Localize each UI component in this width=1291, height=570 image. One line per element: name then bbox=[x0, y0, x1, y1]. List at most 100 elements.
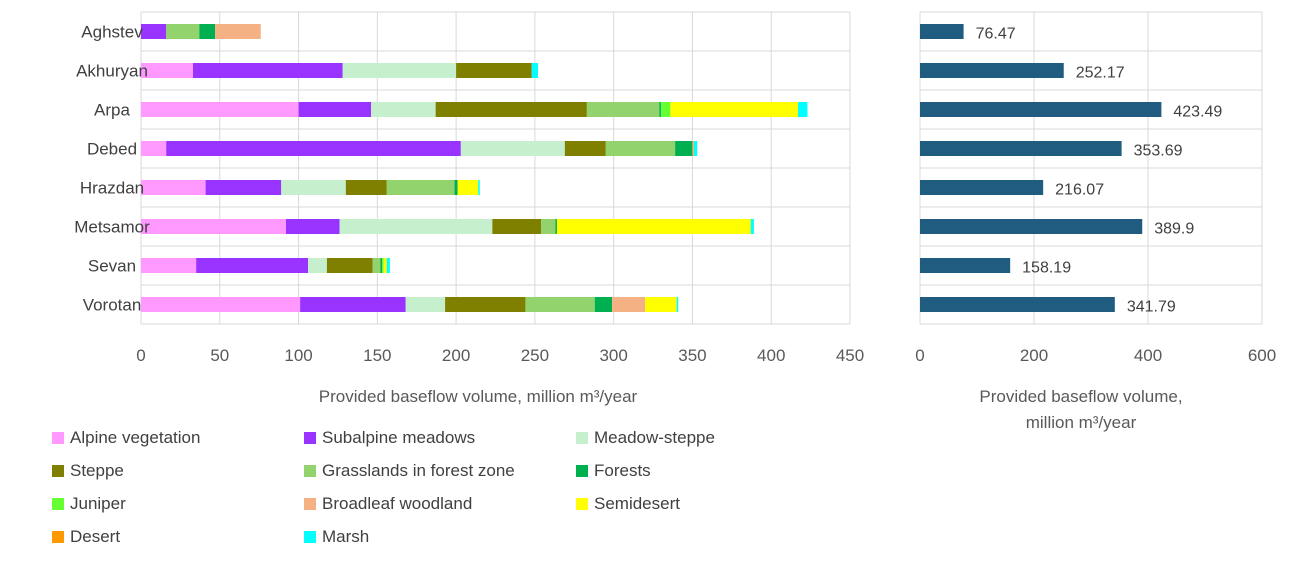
right-x-tick-label: 400 bbox=[1134, 346, 1162, 365]
bar-arpa-meadow-steppe bbox=[371, 102, 436, 117]
bar-hrazdan-alpine-vegetation bbox=[141, 180, 206, 195]
bar-sevan-meadow-steppe bbox=[308, 258, 327, 273]
legend-item-desert: Desert bbox=[52, 525, 304, 549]
total-bar-aghstev bbox=[920, 24, 964, 39]
legend-swatch bbox=[576, 432, 588, 444]
legend-swatch bbox=[52, 498, 64, 510]
bar-sevan-alpine-vegetation bbox=[141, 258, 197, 273]
chart-legend: Alpine vegetation Subalpine meadows Meadow… bbox=[52, 426, 812, 549]
legend-swatch bbox=[52, 465, 64, 477]
total-bar-metsamor bbox=[920, 219, 1143, 234]
bar-debed-broadleaf-woodland bbox=[692, 141, 695, 156]
data-label-hrazdan: 216.07 bbox=[1055, 182, 1104, 199]
bar-hrazdan-semidesert bbox=[457, 180, 479, 195]
data-label-vorotan: 341.79 bbox=[1127, 299, 1176, 316]
bar-metsamor-steppe bbox=[492, 219, 542, 234]
left-chart-x-axis-title: Provided baseflow volume, million m³/yea… bbox=[319, 387, 638, 406]
bar-vorotan-grasslands-in-forest-zone bbox=[525, 297, 595, 312]
legend-item-broadleaf-woodland: Broadleaf woodland bbox=[304, 492, 576, 516]
legend-label: Forests bbox=[594, 461, 651, 480]
data-label-arpa: 423.49 bbox=[1173, 104, 1222, 121]
left-x-tick-label: 450 bbox=[836, 346, 864, 365]
right-chart-bars bbox=[920, 24, 1162, 312]
bar-metsamor-grasslands-in-forest-zone bbox=[541, 219, 556, 234]
right-chart-data-labels: 76.47 252.17 423.49 353.69 216.07 389.9 158.19… bbox=[976, 26, 1223, 316]
left-chart-category-labels: Aghstev Akhuryan Arpa Debed Hrazdan Metsamor S… bbox=[74, 23, 150, 315]
bar-debed-forests bbox=[675, 141, 693, 156]
left-x-tick-label: 150 bbox=[363, 346, 391, 365]
bar-akhuryan-meadow-steppe bbox=[342, 63, 457, 78]
bar-hrazdan-meadow-steppe bbox=[281, 180, 346, 195]
left-chart-bars bbox=[141, 24, 808, 312]
category-label-vorotan: Vorotan bbox=[83, 296, 142, 315]
category-label-debed: Debed bbox=[87, 140, 137, 159]
legend-item-steppe: Steppe bbox=[52, 459, 304, 483]
bar-metsamor-forests bbox=[555, 219, 557, 234]
legend-label: Meadow-steppe bbox=[594, 428, 715, 447]
right-x-tick-label: 200 bbox=[1020, 346, 1048, 365]
bar-vorotan-broadleaf-woodland bbox=[612, 297, 646, 312]
left-x-tick-label: 250 bbox=[521, 346, 549, 365]
bar-hrazdan-subalpine-meadows bbox=[205, 180, 282, 195]
legend-item-subalpine-meadows: Subalpine meadows bbox=[304, 426, 576, 450]
data-label-metsamor: 389.9 bbox=[1154, 221, 1194, 238]
bar-metsamor-semidesert bbox=[556, 219, 751, 234]
bar-vorotan-alpine-vegetation bbox=[141, 297, 301, 312]
bar-vorotan-marsh bbox=[676, 297, 679, 312]
legend-swatch bbox=[304, 465, 316, 477]
data-label-debed: 353.69 bbox=[1134, 143, 1183, 160]
category-label-akhuryan: Akhuryan bbox=[76, 62, 148, 81]
bar-hrazdan-marsh bbox=[478, 180, 480, 195]
right-chart-x-ticks: 0 200 400 600 bbox=[915, 346, 1276, 365]
left-x-tick-label: 100 bbox=[284, 346, 312, 365]
bar-sevan-semidesert bbox=[383, 258, 387, 273]
category-label-hrazdan: Hrazdan bbox=[80, 179, 144, 198]
data-label-sevan: 158.19 bbox=[1022, 260, 1071, 277]
bar-sevan-steppe bbox=[326, 258, 373, 273]
right-x-tick-label: 0 bbox=[915, 346, 924, 365]
bar-hrazdan-steppe bbox=[345, 180, 387, 195]
bar-arpa-semidesert bbox=[670, 102, 799, 117]
bar-arpa-forests bbox=[659, 102, 661, 117]
category-label-sevan: Sevan bbox=[88, 257, 136, 276]
legend-item-grasslands-in-forest-zone: Grasslands in forest zone bbox=[304, 459, 576, 483]
bar-vorotan-semidesert bbox=[645, 297, 677, 312]
bar-vorotan-meadow-steppe bbox=[405, 297, 446, 312]
legend-swatch bbox=[52, 531, 64, 543]
data-label-akhuryan: 252.17 bbox=[1076, 65, 1125, 82]
bar-akhuryan-alpine-vegetation bbox=[141, 63, 193, 78]
legend-item-forests: Forests bbox=[576, 459, 796, 483]
bar-aghstev-subalpine-meadows bbox=[141, 24, 167, 39]
bar-metsamor-marsh bbox=[750, 219, 754, 234]
legend-swatch bbox=[576, 498, 588, 510]
legend-swatch bbox=[304, 531, 316, 543]
bar-sevan-juniper bbox=[382, 258, 384, 273]
category-label-arpa: Arpa bbox=[94, 101, 130, 120]
bar-debed-marsh bbox=[694, 141, 698, 156]
bar-arpa-marsh bbox=[798, 102, 808, 117]
legend-label: Alpine vegetation bbox=[70, 428, 201, 447]
bar-aghstev-broadleaf-woodland bbox=[215, 24, 261, 39]
legend-swatch bbox=[304, 432, 316, 444]
bar-debed-steppe bbox=[564, 141, 606, 156]
legend-label: Broadleaf woodland bbox=[322, 494, 473, 513]
bar-arpa-steppe bbox=[435, 102, 587, 117]
legend-label: Desert bbox=[70, 527, 121, 546]
total-bar-hrazdan bbox=[920, 180, 1044, 195]
bar-metsamor-meadow-steppe bbox=[339, 219, 493, 234]
category-label-aghstev: Aghstev bbox=[81, 23, 143, 42]
bar-aghstev-forests bbox=[199, 24, 216, 39]
bar-sevan-forests bbox=[380, 258, 383, 273]
left-chart-gridlines bbox=[140, 11, 851, 325]
right-chart-gridlines bbox=[919, 11, 1263, 325]
left-x-tick-label: 350 bbox=[678, 346, 706, 365]
bar-akhuryan-subalpine-meadows bbox=[192, 63, 343, 78]
legend-label: Marsh bbox=[322, 527, 370, 546]
bar-debed-meadow-steppe bbox=[460, 141, 565, 156]
bar-sevan-grasslands-in-forest-zone bbox=[372, 258, 381, 273]
left-x-tick-label: 300 bbox=[599, 346, 627, 365]
category-label-metsamor: Metsamor bbox=[74, 218, 150, 237]
bar-arpa-subalpine-meadows bbox=[298, 102, 372, 117]
left-chart-x-ticks: 0 50 100 150 200 250 300 350 400 450 bbox=[136, 346, 864, 365]
